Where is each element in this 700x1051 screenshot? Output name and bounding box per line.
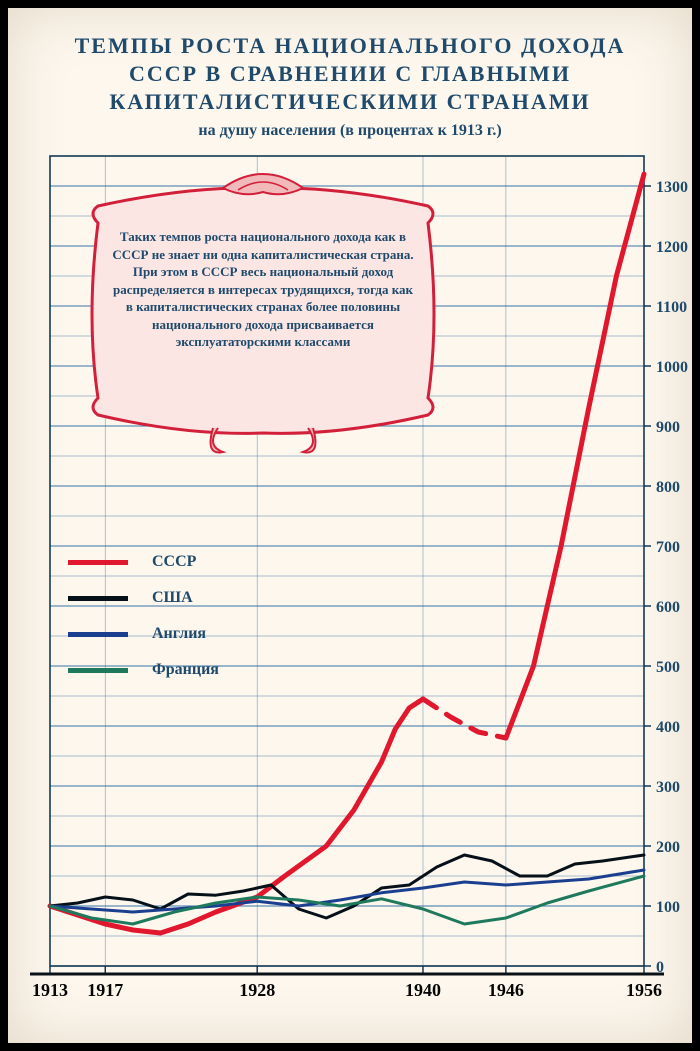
chart-legend: СССР США Англия Франция [68, 553, 219, 697]
x-tick-label: 1913 [32, 980, 68, 1000]
y-tick-label: 1100 [656, 299, 687, 316]
series-line [50, 855, 644, 918]
legend-label: СССР [152, 553, 196, 571]
legend-item: США [68, 589, 219, 607]
legend-label: Англия [152, 625, 206, 643]
y-tick-label: 100 [656, 899, 680, 916]
series-line [423, 699, 506, 738]
legend-item: СССР [68, 553, 219, 571]
y-tick-label: 800 [656, 479, 680, 496]
x-tick-label: 1917 [87, 980, 123, 1000]
line-chart: 0100200300400500600700800900100011001200… [8, 8, 692, 1043]
y-tick-label: 500 [656, 659, 680, 676]
legend-label: США [152, 589, 193, 607]
x-tick-label: 1946 [488, 980, 524, 1000]
x-tick-label: 1940 [405, 980, 441, 1000]
legend-swatch [68, 632, 128, 637]
legend-item: Франция [68, 661, 219, 679]
legend-swatch [68, 596, 128, 601]
y-tick-label: 700 [656, 539, 680, 556]
y-tick-label: 900 [656, 419, 680, 436]
y-tick-label: 1000 [656, 359, 688, 376]
y-tick-label: 400 [656, 719, 680, 736]
x-tick-label: 1928 [239, 980, 275, 1000]
legend-swatch [68, 668, 128, 673]
legend-swatch [68, 560, 128, 565]
y-tick-label: 1300 [656, 179, 688, 196]
callout-plaque: Таких темпов роста национального дохода … [68, 168, 458, 458]
x-tick-label: 1956 [626, 980, 662, 1000]
plaque-text: Таких темпов роста национального дохода … [112, 228, 414, 351]
legend-label: Франция [152, 661, 219, 679]
y-tick-label: 1200 [656, 239, 688, 256]
y-tick-label: 200 [656, 839, 680, 856]
y-tick-label: 600 [656, 599, 680, 616]
legend-item: Англия [68, 625, 219, 643]
y-tick-label: 300 [656, 779, 680, 796]
